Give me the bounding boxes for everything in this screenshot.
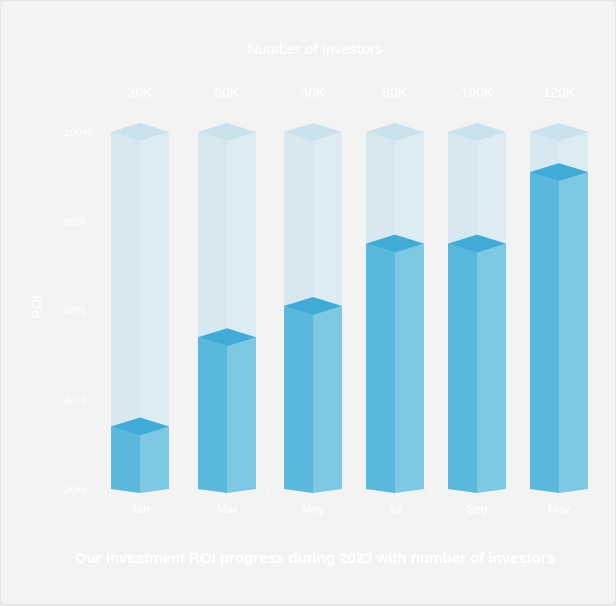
- track-nov-top: [530, 123, 588, 141]
- bar-may-front: [284, 306, 313, 493]
- investor-label: 120K: [543, 84, 576, 100]
- track-jan-top: [111, 123, 169, 141]
- bar-jul-front: [366, 243, 395, 493]
- bar-nov-top: [530, 163, 588, 182]
- x-tick-label: Sep: [466, 502, 488, 516]
- track-may-top: [284, 123, 342, 141]
- bar-nov-side: [559, 172, 588, 493]
- investor-label: 80K: [383, 84, 409, 100]
- bar-jan-front: [111, 426, 140, 493]
- bar-mar-top: [198, 328, 256, 347]
- chart-caption: Our investment ROI progress during 2023 …: [75, 550, 555, 567]
- track-mar-top: [198, 123, 256, 141]
- bar-mar-side: [227, 337, 256, 493]
- bar-jan-top: [111, 417, 169, 436]
- bar-may-side: [313, 306, 342, 493]
- y-tick-label: 60%: [64, 306, 86, 318]
- investor-labels: 30K 50K 50K 80K 100K 120K: [128, 84, 576, 100]
- bar-may-top: [284, 297, 342, 316]
- bar-mar-front: [198, 337, 227, 493]
- x-axis: Jan Mar May Jul Sep Nov: [105, 492, 596, 516]
- investors-title: Number of Investors: [247, 41, 382, 58]
- y-tick-label: 40%: [64, 395, 86, 407]
- bar-nov-front: [530, 172, 559, 493]
- y-axis-ticks: 20% 40% 60% 80% 100%: [64, 127, 92, 496]
- y-tick-label: 100%: [64, 127, 92, 139]
- bars: [111, 163, 588, 493]
- track-jan-side: [140, 132, 169, 493]
- x-tick-label: Nov: [548, 502, 569, 516]
- investor-label: 50K: [215, 84, 241, 100]
- bar-sep-side: [477, 243, 506, 493]
- bar-sep-front: [448, 243, 477, 493]
- y-tick-label: 80%: [64, 216, 86, 228]
- x-tick-label: Jan: [130, 502, 149, 516]
- track-jul-top: [366, 123, 424, 141]
- x-tick-label: May: [302, 502, 325, 516]
- track-jan-front: [111, 132, 140, 493]
- bar-jul-side: [395, 243, 424, 493]
- track-sep-top: [448, 123, 506, 141]
- x-tick-label: Jul: [387, 502, 402, 516]
- investor-label: 100K: [461, 84, 494, 100]
- investor-label: 30K: [128, 84, 154, 100]
- y-axis-label: ROI: [29, 295, 44, 318]
- x-tick-label: Mar: [217, 502, 238, 516]
- bar-sep-top: [448, 234, 506, 253]
- investor-label: 50K: [301, 84, 327, 100]
- bar-jan-side: [140, 426, 169, 493]
- y-tick-label: 20%: [64, 484, 86, 496]
- bar-jul-top: [366, 234, 424, 253]
- bar-tracks: [111, 123, 588, 493]
